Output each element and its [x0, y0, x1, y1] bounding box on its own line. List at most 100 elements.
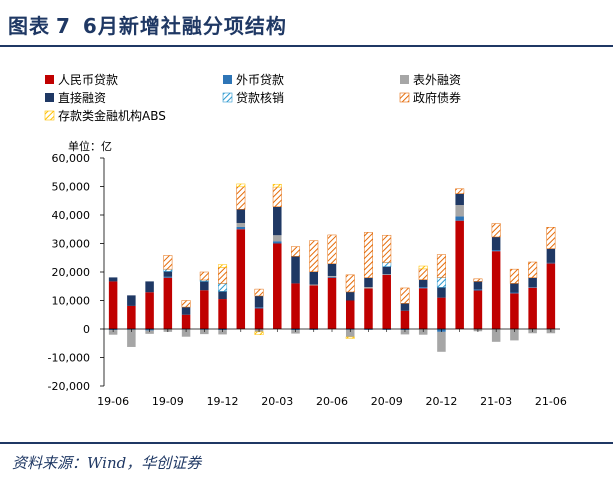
bar-segment	[473, 290, 483, 329]
bar-segment	[291, 256, 300, 284]
y-tick-label: 60,000	[52, 152, 91, 165]
bar-segment	[345, 274, 355, 293]
bar-segment	[254, 331, 264, 335]
bar-segment	[236, 222, 246, 227]
bar-segment	[382, 274, 391, 329]
bar-segment	[291, 246, 301, 257]
bar-segment	[400, 287, 410, 304]
bar-segment	[254, 295, 264, 308]
legend-swatch	[45, 75, 54, 84]
bar-segment	[437, 297, 446, 329]
bar-segment	[236, 186, 246, 210]
bar-segment	[491, 236, 501, 251]
legend-label: 政府债券	[413, 90, 461, 105]
bar-segment	[546, 227, 556, 249]
bar-segment	[254, 288, 264, 297]
y-tick-label: 20,000	[52, 266, 91, 279]
bar-segment	[473, 289, 483, 291]
legend-label: 直接融资	[58, 90, 106, 105]
bar-segment	[455, 216, 464, 221]
bar-segment	[546, 248, 556, 263]
bar-segment	[364, 288, 373, 329]
x-axis: 19-06 19-09 19-12 20-03 20-06 20-09 20-12 21-03…	[97, 328, 567, 408]
bar-series	[108, 183, 556, 352]
x-tick-label: 19-09	[152, 395, 184, 408]
footer-divider	[0, 442, 613, 444]
bar-segment	[181, 329, 191, 337]
bar-segment	[309, 240, 319, 272]
bar-segment	[254, 308, 264, 329]
legend-label: 外币贷款	[236, 73, 284, 87]
x-tick-label: 21-06	[535, 395, 567, 408]
bar-segment	[345, 336, 355, 339]
bar-segment	[200, 290, 209, 329]
bar-segment	[218, 283, 228, 292]
bar-segment	[163, 255, 173, 270]
legend-swatch	[223, 75, 232, 84]
x-tick-label: 20-03	[261, 395, 293, 408]
bar-segment	[382, 234, 392, 263]
bar-segment	[510, 283, 519, 293]
y-tick-label: -20,000	[48, 380, 90, 393]
bar-segment	[382, 274, 391, 275]
bar-segment	[291, 283, 300, 329]
bar-segment	[200, 281, 209, 291]
title-divider	[0, 45, 613, 47]
legend-label: 表外融资	[413, 73, 461, 87]
y-axis: -20,000 -10,000 0 10,000 20,000 30,000 40,000 5…	[48, 152, 105, 393]
x-tick-label: 20-06	[316, 395, 348, 408]
y-tick-label: 50,000	[52, 181, 91, 194]
bar-segment	[455, 220, 464, 329]
bar-segment	[436, 277, 446, 288]
bar-segment	[145, 292, 154, 329]
bar-segment	[437, 287, 446, 298]
legend-label: 贷款核销	[236, 91, 284, 105]
y-tick-label: 40,000	[52, 209, 91, 222]
bar-segment	[108, 277, 118, 282]
bar-segment	[236, 226, 246, 230]
bar-segment	[400, 303, 410, 311]
bar-segment	[528, 287, 537, 288]
bar-segment	[254, 307, 264, 309]
bar-segment	[382, 266, 391, 275]
bar-segment	[491, 251, 501, 329]
bar-segment	[218, 264, 228, 268]
figure-title-number: 7	[56, 14, 71, 38]
bar-segment	[199, 271, 209, 281]
bar-segment	[309, 285, 319, 329]
y-tick-label: -10,000	[48, 352, 90, 365]
legend-label: 人民币贷款	[58, 73, 118, 87]
bar-segment	[455, 188, 465, 194]
bar-segment	[510, 329, 519, 341]
bar-segment	[327, 277, 337, 329]
legend-swatch	[44, 110, 55, 121]
bar-segment	[218, 299, 227, 329]
bar-segment	[473, 278, 483, 282]
x-tick-label: 21-03	[480, 395, 512, 408]
bar-segment	[510, 293, 519, 330]
bar-segment	[418, 265, 428, 270]
bar-segment	[272, 186, 282, 207]
bar-segment	[127, 305, 136, 329]
bar-segment	[455, 205, 464, 217]
bar-segment	[418, 287, 428, 289]
bar-segment	[145, 330, 154, 334]
bar-segment	[236, 183, 246, 188]
bar-segment	[473, 281, 483, 290]
bar-segment	[510, 292, 519, 294]
x-tick-label: 19-06	[97, 395, 129, 408]
bar-segment	[273, 241, 282, 244]
bar-segment	[181, 307, 191, 315]
bar-segment	[218, 267, 228, 284]
bar-segment	[272, 183, 282, 188]
figure-title-prefix: 图表	[8, 14, 50, 38]
bar-segment	[236, 209, 246, 223]
bar-segment	[309, 284, 319, 286]
bar-segment	[236, 229, 246, 329]
legend-label: 存款类金融机构ABS	[58, 108, 166, 123]
bar-segment	[546, 262, 556, 264]
bar-segment	[382, 262, 392, 267]
bar-segment	[528, 277, 537, 288]
